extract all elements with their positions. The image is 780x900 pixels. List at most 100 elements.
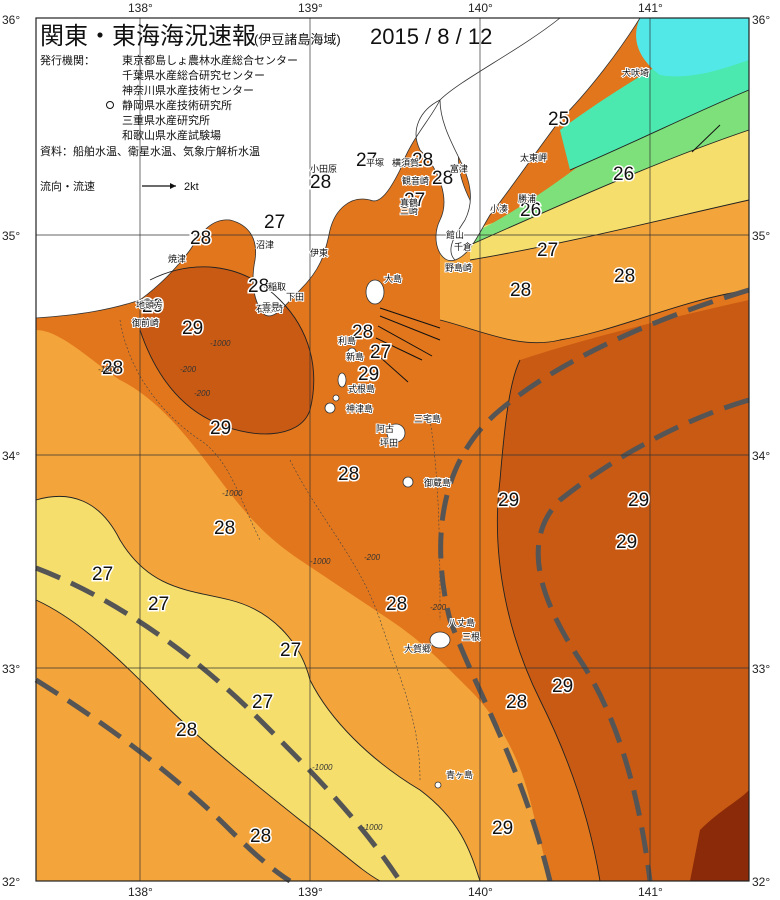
issuer-kanagawa: 神奈川県水産技術センター xyxy=(122,83,254,97)
place-label: 御蔵島 xyxy=(424,477,451,488)
depth-contour-label: -200 xyxy=(364,553,381,562)
data-sources: 資料：船舶水温、衛星水温、気象庁解析水温 xyxy=(40,144,260,158)
issuer-wakayama: 和歌山県水産試験場 xyxy=(122,128,221,142)
island-miyakejima xyxy=(386,423,406,443)
temperature-label: 28 xyxy=(338,464,359,485)
place-label: 神津島 xyxy=(346,403,373,414)
lon-label-140-bottom: 140° xyxy=(468,885,493,899)
temperature-label: 26 xyxy=(613,164,634,185)
island-hachijojima xyxy=(429,631,451,649)
issuer-marker-icon xyxy=(106,101,114,109)
temperature-label: 25 xyxy=(548,109,569,130)
lon-label-141-bottom: 141° xyxy=(638,885,663,899)
place-label: 富津 xyxy=(450,163,468,174)
temperature-label: 28 xyxy=(176,720,197,741)
temperature-label: 28 xyxy=(510,280,531,301)
temperature-label: 27 xyxy=(252,692,273,713)
place-label: 三崎 xyxy=(400,205,418,216)
lat-label-34: 34° xyxy=(2,449,20,463)
place-label: 館山 xyxy=(446,229,464,240)
map-subtitle: (伊豆諸島海域) xyxy=(254,32,341,47)
lat-label-35: 35° xyxy=(2,229,20,243)
place-label: 三根 xyxy=(462,631,480,642)
place-label: 小湊 xyxy=(490,203,508,214)
temperature-label: 28 xyxy=(190,228,211,249)
temperature-label: 27 xyxy=(264,212,285,233)
temperature-label: 28 xyxy=(310,172,331,193)
depth-contour-label: -1000 xyxy=(312,763,333,772)
place-label: 勝浦 xyxy=(518,193,536,204)
zone-28-southwest xyxy=(36,600,380,881)
depth-contour-label: -1000 xyxy=(222,489,243,498)
island-niijima xyxy=(337,372,347,388)
lat-lon-grid xyxy=(36,18,749,881)
current-arrows xyxy=(371,124,721,383)
lat-labels-left: 36° 35° 34° 33° 32° xyxy=(2,13,20,889)
depth-contours xyxy=(119,319,441,781)
island-kozushima xyxy=(324,402,336,414)
zone-28-central xyxy=(36,330,550,881)
temperature-label: 27 xyxy=(356,150,377,171)
place-label: 犬吠埼 xyxy=(622,67,649,78)
temperature-label: 28 xyxy=(248,276,269,297)
zone-cold-northeast xyxy=(636,18,749,77)
island-aogashima xyxy=(434,781,442,789)
temperature-label: 29 xyxy=(358,364,379,385)
place-label: 三宅島 xyxy=(414,413,441,424)
zone-30-southeast xyxy=(690,790,749,881)
temperature-label: 28 xyxy=(412,150,433,171)
current-legend-label: 流向・流速 xyxy=(40,179,95,193)
temperature-label: 27 xyxy=(537,240,558,261)
island-oshima xyxy=(365,279,385,305)
temperature-label: 28 xyxy=(250,826,271,847)
issuer-chiba: 千葉県水産総合研究センター xyxy=(122,68,265,82)
place-label: 坪田 xyxy=(380,438,398,448)
place-label: 大賀郷 xyxy=(404,643,431,654)
place-label: 地頭方 xyxy=(136,299,163,310)
issuer-tokyo: 東京都島しょ農林水産総合センター xyxy=(122,53,298,67)
map-frame xyxy=(35,17,750,882)
place-label: 千倉 xyxy=(454,241,472,252)
place-label: 観音崎 xyxy=(402,175,429,186)
lon-label-138: 138° xyxy=(128,1,153,15)
lat-label-33-right: 33° xyxy=(752,662,770,676)
lon-label-140: 140° xyxy=(468,1,493,15)
place-label: 小田原 xyxy=(310,164,337,174)
lon-labels-top: 138° 139° 140° 141° xyxy=(128,1,663,15)
temperature-label: 28 xyxy=(214,518,235,539)
temperature-label: 29 xyxy=(498,490,519,511)
temperature-label: 29 xyxy=(210,418,231,439)
temperature-label: 29 xyxy=(142,296,163,317)
depth-contour-label: -200 xyxy=(430,603,447,612)
place-label: 利島 xyxy=(338,335,356,346)
place-label: 稲取 xyxy=(268,281,286,292)
temperature-label: 29 xyxy=(616,532,637,553)
temperature-label: 29 xyxy=(628,490,649,511)
place-label: 式根島 xyxy=(348,383,375,394)
island-toshima xyxy=(347,347,357,357)
lat-label-36-right: 36° xyxy=(752,13,770,27)
place-label: 御前崎 xyxy=(132,317,159,328)
lat-label-32: 32° xyxy=(2,875,20,889)
issuer-mie: 三重県水産研究所 xyxy=(122,113,210,127)
place-label: 平塚 xyxy=(366,158,384,168)
temperature-label: 27 xyxy=(404,190,425,211)
place-label: 新島 xyxy=(346,351,364,362)
place-label: 伊東 xyxy=(310,247,328,258)
lat-label-33: 33° xyxy=(2,662,20,676)
temperature-label: 28 xyxy=(506,692,527,713)
map-title: 関東・東海海況速報 xyxy=(40,23,256,50)
current-legend-arrowhead-icon xyxy=(170,183,176,189)
temperature-labels: 2526262727272727272727272828282828282828… xyxy=(91,108,651,849)
place-label: 太東岬 xyxy=(520,152,547,163)
place-label: 焼津 xyxy=(168,254,186,264)
issuer-shizuoka: 静岡県水産技術研究所 xyxy=(122,98,232,112)
place-label: 真鶴 xyxy=(400,197,418,208)
depth-contour-label: -1000 xyxy=(210,339,231,348)
place-label: 石廊崎 xyxy=(256,303,283,314)
lat-label-35-right: 35° xyxy=(752,229,770,243)
place-label: 下田 xyxy=(286,292,304,302)
temperature-label: 26 xyxy=(520,200,541,221)
temperature-label: 28 xyxy=(352,322,373,343)
